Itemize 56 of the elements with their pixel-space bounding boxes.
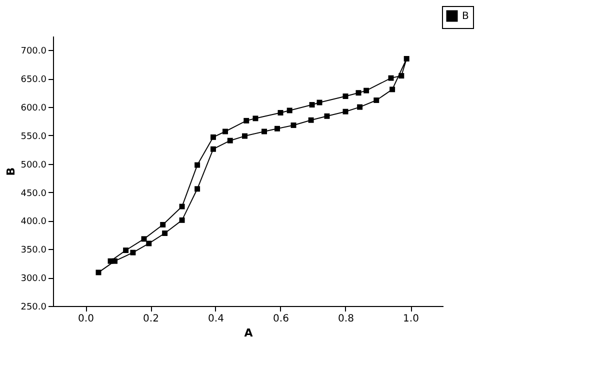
point [309,102,315,108]
point [262,128,267,134]
point [96,270,102,276]
y-tick-label: 450.0 [20,188,47,199]
y-axis-title: B [4,167,18,176]
y-tick-label: 650.0 [20,75,47,86]
point [374,97,380,103]
legend-label: B [462,11,469,22]
point [242,133,248,139]
point [388,75,394,81]
x-tick-label: 0.8 [338,314,354,324]
point [160,222,166,228]
point [342,108,348,114]
point [123,248,129,254]
point [274,126,280,132]
x-tick-label: 0.2 [143,314,159,324]
point [146,240,152,246]
x-tick-label: 0.4 [208,314,224,324]
y-tick-label: 400.0 [20,217,47,228]
point [342,94,348,99]
point [130,250,136,256]
x-tick-label: 0.6 [273,314,289,324]
point [404,56,410,62]
y-tick-label: 250.0 [20,302,47,312]
point [194,186,200,192]
point [179,204,185,210]
x-axis-title: A [244,326,254,340]
point [210,146,216,152]
x-tick-label: 0.0 [78,314,94,324]
point [290,122,296,128]
x-tick-label: 1.0 [403,314,419,324]
point [162,230,168,236]
y-tick-label: 700.0 [20,46,47,57]
point [252,116,258,122]
point [398,73,404,79]
y-tick-label: 600.0 [20,104,47,114]
y-tick-label: 350.0 [20,246,47,256]
point [194,162,200,168]
point [308,117,314,123]
point [222,128,228,134]
point [210,134,216,140]
point [108,258,114,264]
y-tick-label: 300.0 [20,274,47,284]
point [179,217,185,223]
y-tick-label: 500.0 [20,160,47,170]
point [244,118,250,124]
point [227,138,233,144]
point [324,113,330,119]
point [390,86,396,92]
point [278,110,284,116]
point [141,236,147,242]
point [357,104,363,110]
point [286,108,292,114]
point [364,88,370,94]
point [356,90,362,96]
y-tick-label: 550.0 [20,132,47,142]
